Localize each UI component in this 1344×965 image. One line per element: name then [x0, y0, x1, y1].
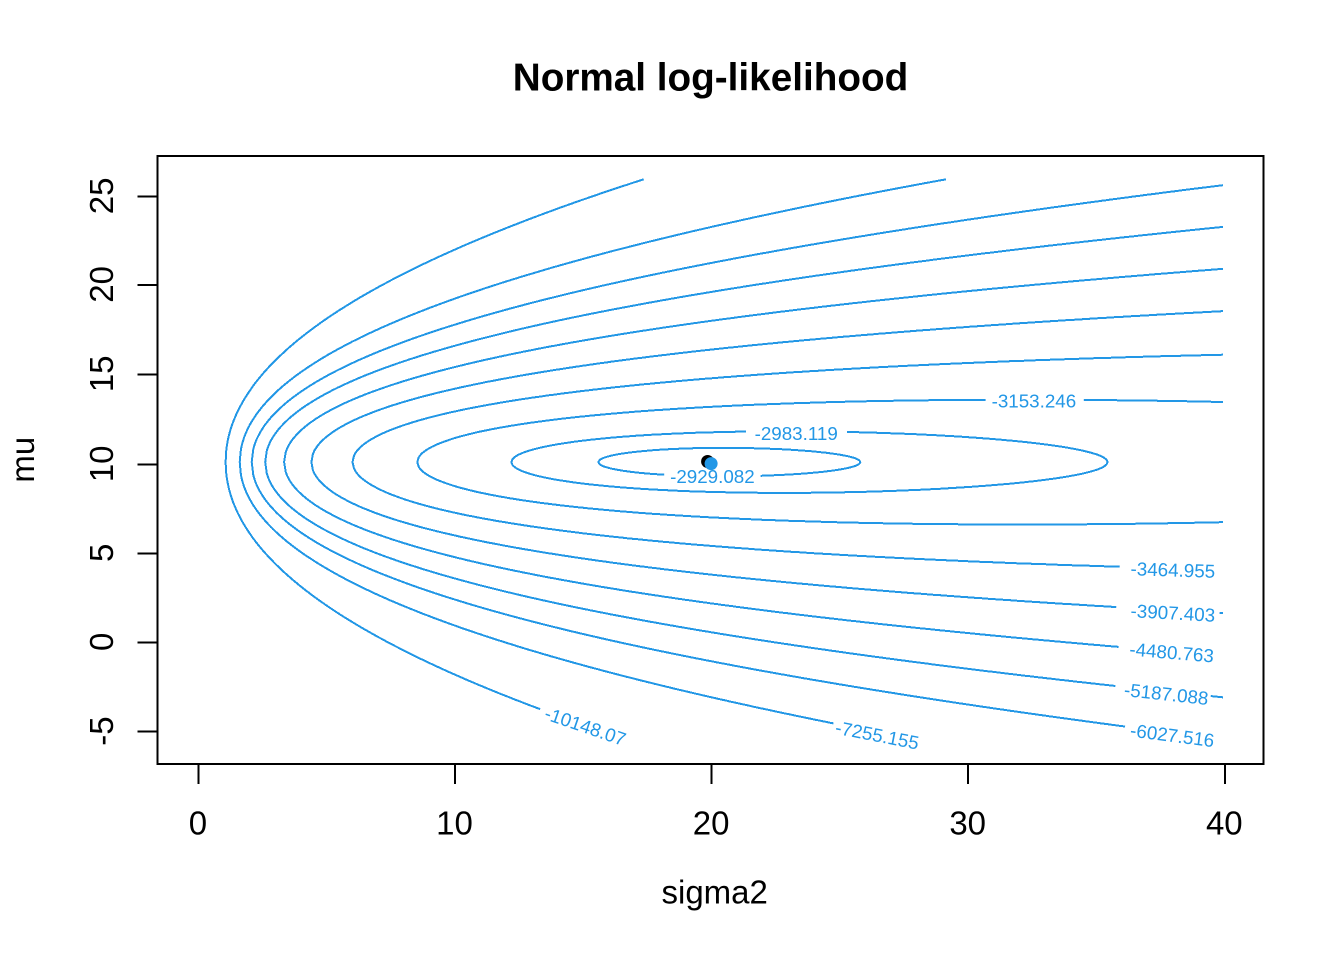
svg-text:5: 5 [83, 544, 120, 562]
svg-text:-5: -5 [83, 716, 120, 745]
svg-text:-3464.955: -3464.955 [1130, 558, 1215, 582]
svg-text:-2929.082: -2929.082 [670, 466, 755, 487]
svg-text:30: 30 [949, 804, 986, 841]
svg-text:20: 20 [83, 266, 120, 303]
svg-text:40: 40 [1206, 804, 1243, 841]
svg-text:Normal log-likelihood: Normal log-likelihood [513, 57, 909, 100]
svg-text:0: 0 [83, 633, 120, 651]
svg-text:0: 0 [189, 804, 207, 841]
svg-text:25: 25 [83, 178, 120, 215]
svg-text:10: 10 [83, 445, 120, 482]
svg-text:sigma2: sigma2 [662, 874, 768, 911]
svg-text:mu: mu [4, 437, 41, 483]
svg-text:15: 15 [83, 355, 120, 392]
svg-text:20: 20 [693, 804, 730, 841]
svg-text:-3907.403: -3907.403 [1130, 600, 1216, 626]
svg-text:-2983.119: -2983.119 [755, 423, 838, 444]
svg-text:-3153.246: -3153.246 [992, 390, 1077, 411]
svg-text:10: 10 [436, 804, 473, 841]
